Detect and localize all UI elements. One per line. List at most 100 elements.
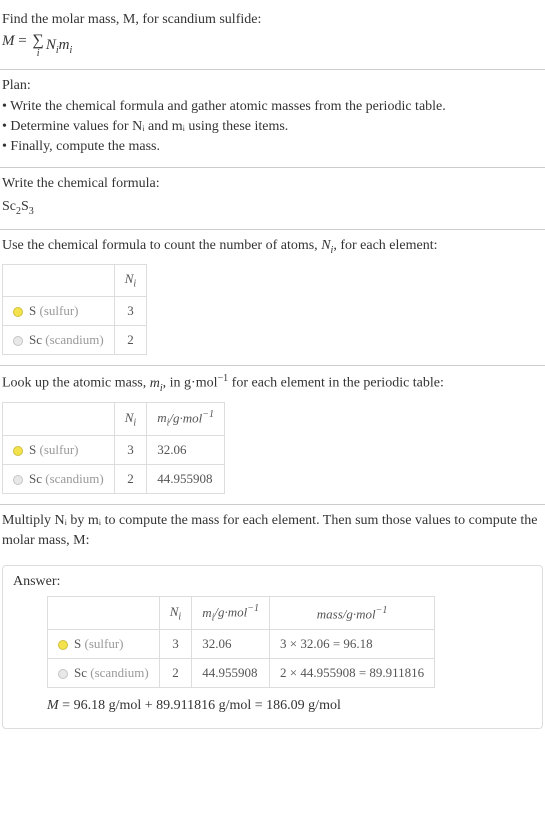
sigma-icon: ∑ <box>32 33 43 49</box>
count-n-table: Ni S (sulfur) 3 Sc (scandium) 2 <box>2 264 147 355</box>
eq-m-sub: i <box>70 45 73 56</box>
element-cell: Sc (scandium) <box>3 325 115 354</box>
lookup-m-table: Ni mi/g·mol−1 S (sulfur) 3 32.06 Sc (sca… <box>2 402 225 494</box>
sigma-index: i <box>37 49 40 59</box>
lookup-m: m <box>150 376 160 391</box>
element-sym: S <box>74 636 81 651</box>
table-header: mass/g·mol−1 <box>269 597 434 630</box>
plan-list: Write the chemical formula and gather at… <box>2 97 543 158</box>
n-cell: 2 <box>159 659 191 688</box>
eq-equals: = <box>18 33 26 49</box>
element-cell: Sc (scandium) <box>48 659 160 688</box>
chem-formula: Sc2S3 <box>2 197 543 219</box>
table-row: Sc (scandium) 2 44.955908 <box>3 464 225 493</box>
final-equation: M = 96.18 g/mol + 89.911816 g/mol = 186.… <box>47 698 532 714</box>
chem-formula-title: Write the chemical formula: <box>2 174 543 194</box>
table-header-row: Ni mi/g·mol−1 <box>3 402 225 435</box>
eq-m: m <box>59 37 70 53</box>
element-dot-icon <box>13 336 23 346</box>
count-n-section: Use the chemical formula to count the nu… <box>0 230 545 365</box>
n-cell: 2 <box>114 325 146 354</box>
plan-title: Plan: <box>2 76 543 96</box>
lookup-text-b: , in g·mol <box>163 376 218 391</box>
element-name: (sulfur) <box>84 636 123 651</box>
chem-sym: Sc <box>2 199 16 214</box>
table-header-row: Ni mi/g·mol−1 mass/g·mol−1 <box>48 597 435 630</box>
table-row: Sc (scandium) 2 <box>3 325 147 354</box>
intro-text: Find the molar mass, M, for scandium sul… <box>2 10 543 30</box>
plan-item: Finally, compute the mass. <box>2 137 543 157</box>
table-header <box>3 265 115 297</box>
plan-section: Plan: Write the chemical formula and gat… <box>0 70 545 167</box>
m-cell: 32.06 <box>192 630 270 659</box>
eq-sum: ∑ i Nimi <box>32 33 72 59</box>
element-dot-icon <box>13 307 23 317</box>
element-cell: S (sulfur) <box>3 296 115 325</box>
element-name: (scandium) <box>90 665 148 680</box>
n-cell: 3 <box>114 296 146 325</box>
table-row: Sc (scandium) 2 44.955908 2 × 44.955908 … <box>48 659 435 688</box>
plan-item: Write the chemical formula and gather at… <box>2 97 543 117</box>
table-row: S (sulfur) 3 32.06 3 × 32.06 = 96.18 <box>48 630 435 659</box>
chem-sym: S <box>21 199 29 214</box>
table-header-row: Ni <box>3 265 147 297</box>
lookup-text-c: for each element in the periodic table: <box>228 376 444 391</box>
element-name: (sulfur) <box>39 442 78 457</box>
count-n-text-b: , for each element: <box>333 238 437 253</box>
chem-formula-section: Write the chemical formula: Sc2S3 <box>0 168 545 229</box>
multiply-text: Multiply Nᵢ by mᵢ to compute the mass fo… <box>2 511 543 552</box>
lookup-m-text: Look up the atomic mass, mi, in g·mol−1 … <box>2 372 543 396</box>
m-cell: 32.06 <box>147 435 225 464</box>
mass-cell: 2 × 44.955908 = 89.911816 <box>269 659 434 688</box>
answer-inner: Ni mi/g·mol−1 mass/g·mol−1 S (sulfur) 3 … <box>13 596 532 714</box>
count-n-text: Use the chemical formula to count the nu… <box>2 236 543 258</box>
element-dot-icon <box>58 669 68 679</box>
element-sym: Sc <box>29 471 42 486</box>
count-n-N: N <box>321 238 330 253</box>
table-header <box>48 597 160 630</box>
sigma-wrap: ∑ i <box>32 33 43 59</box>
lookup-exp: −1 <box>218 373 229 384</box>
eq-lhs: M <box>2 33 15 49</box>
eq-rhs: Nimi <box>46 36 72 57</box>
final-rhs: = 96.18 g/mol + 89.911816 g/mol = 186.09… <box>59 698 341 713</box>
element-name: (scandium) <box>45 471 103 486</box>
element-sym: S <box>29 442 36 457</box>
m-cell: 44.955908 <box>147 464 225 493</box>
n-cell: 3 <box>159 630 191 659</box>
table-row: S (sulfur) 3 32.06 <box>3 435 225 464</box>
table-header: Ni <box>114 265 146 297</box>
element-sym: Sc <box>29 332 42 347</box>
element-cell: S (sulfur) <box>48 630 160 659</box>
count-n-text-a: Use the chemical formula to count the nu… <box>2 238 321 253</box>
element-cell: Sc (scandium) <box>3 464 115 493</box>
table-header: mi/g·mol−1 <box>192 597 270 630</box>
n-cell: 2 <box>114 464 146 493</box>
element-sym: S <box>29 303 36 318</box>
element-name: (scandium) <box>45 332 103 347</box>
table-header: mi/g·mol−1 <box>147 402 225 435</box>
element-sym: Sc <box>74 665 87 680</box>
lookup-m-section: Look up the atomic mass, mi, in g·mol−1 … <box>0 366 545 504</box>
answer-box: Answer: Ni mi/g·mol−1 mass/g·mol−1 S (su… <box>2 565 543 729</box>
multiply-section: Multiply Nᵢ by mᵢ to compute the mass fo… <box>0 505 545 562</box>
final-lhs: M <box>47 698 59 713</box>
answer-title: Answer: <box>13 574 532 590</box>
intro-section: Find the molar mass, M, for scandium sul… <box>0 4 545 69</box>
element-name: (sulfur) <box>39 303 78 318</box>
table-header <box>3 402 115 435</box>
table-header: Ni <box>114 402 146 435</box>
element-dot-icon <box>13 475 23 485</box>
molar-mass-equation: M = ∑ i Nimi <box>2 32 543 59</box>
m-cell: 44.955908 <box>192 659 270 688</box>
mass-cell: 3 × 32.06 = 96.18 <box>269 630 434 659</box>
table-header: Ni <box>159 597 191 630</box>
lookup-text-a: Look up the atomic mass, <box>2 376 150 391</box>
answer-table: Ni mi/g·mol−1 mass/g·mol−1 S (sulfur) 3 … <box>47 596 435 688</box>
plan-item: Determine values for Nᵢ and mᵢ using the… <box>2 117 543 137</box>
table-row: S (sulfur) 3 <box>3 296 147 325</box>
chem-sub: 3 <box>29 206 34 217</box>
element-dot-icon <box>58 640 68 650</box>
element-cell: S (sulfur) <box>3 435 115 464</box>
eq-N: N <box>46 37 56 53</box>
